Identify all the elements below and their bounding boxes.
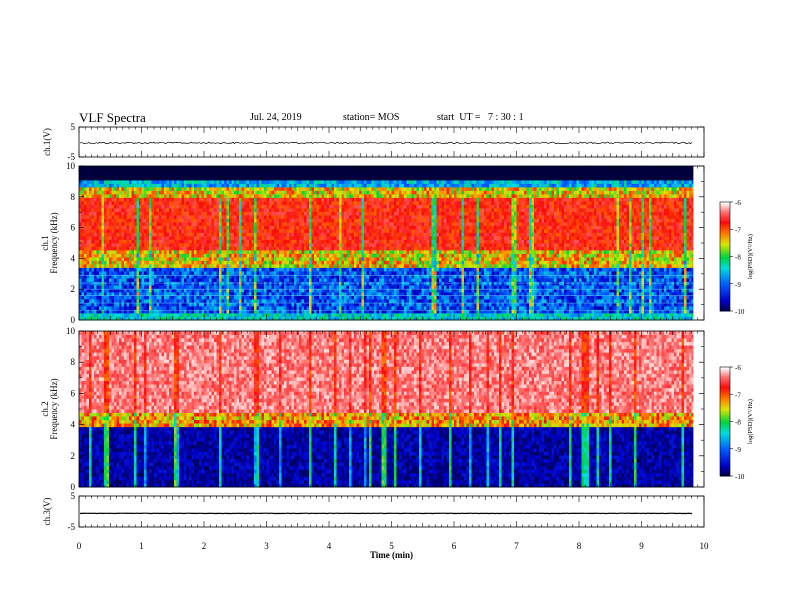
x-axis-label: Time (min) (370, 550, 413, 560)
y-tick-label: 4 (71, 253, 76, 263)
x-tick-label: 10 (700, 541, 710, 551)
station-label: station= MOS (343, 112, 399, 123)
colorbar-tick-label: -10 (735, 473, 745, 481)
y-tick-label: 10 (66, 326, 76, 336)
channel-label: ch.2 (40, 401, 50, 416)
y-axis-label: ch.1(V) (42, 128, 52, 156)
x-tick-label: 1 (139, 541, 144, 551)
channel-label: ch.1 (40, 235, 50, 250)
colorbar-tick-label: -8 (735, 419, 741, 427)
y-tick-label: -5 (68, 522, 76, 532)
y-tick-label: 5 (71, 122, 76, 132)
y-tick-label: 6 (71, 388, 76, 398)
date-label: Jul. 24, 2019 (250, 112, 302, 123)
page-title: VLF Spectra (79, 110, 146, 126)
colorbar-tick-label: -6 (735, 364, 741, 372)
x-tick-label: 2 (202, 541, 207, 551)
x-tick-label: 6 (452, 541, 457, 551)
no-data-region (693, 331, 704, 487)
x-tick-label: 3 (264, 541, 269, 551)
start-time-label: start UT = 7 : 30 : 1 (437, 112, 524, 123)
y-tick-label: 4 (71, 420, 76, 430)
colorbar-label: log(PSD)(V²/Hz) (747, 234, 754, 279)
y-tick-label: 0 (71, 315, 76, 325)
colorbar-tick-label: -9 (735, 446, 741, 454)
colorbar-label: log(PSD)(V²/Hz) (747, 399, 754, 444)
no-data-region (693, 166, 704, 320)
colorbar-tick-label: -10 (735, 308, 745, 316)
x-tick-label: 0 (77, 541, 82, 551)
panel-1 (78, 126, 705, 158)
panel-4 (78, 495, 705, 528)
y-tick-label: 2 (71, 284, 76, 294)
x-tick-label: 8 (577, 541, 582, 551)
y-tick-label: 0 (71, 482, 76, 492)
x-tick-label: 9 (639, 541, 644, 551)
x-tick-label: 4 (327, 541, 332, 551)
y-axis-label: ch.3(V) (42, 498, 52, 526)
panel-3 (78, 330, 733, 488)
colorbar-tick-label: -9 (735, 281, 741, 289)
signal-line (79, 141, 693, 145)
x-tick-label: 5 (389, 541, 394, 551)
y-tick-label: 8 (71, 357, 76, 367)
y-tick-label: 8 (71, 192, 76, 202)
y-tick-label: -5 (68, 152, 76, 162)
y-axis-label: Frequency (kHz) (49, 212, 59, 273)
y-tick-label: 2 (71, 451, 76, 461)
colorbar-tick-label: -6 (735, 199, 741, 207)
colorbar-tick-label: -8 (735, 254, 741, 262)
y-tick-label: 6 (71, 223, 76, 233)
y-tick-label: 10 (66, 161, 76, 171)
y-tick-label: 5 (71, 491, 76, 501)
y-axis-label: Frequency (kHz) (49, 378, 59, 439)
colorbar-tick-label: -7 (735, 391, 741, 399)
x-tick-label: 7 (514, 541, 519, 551)
panel-2 (78, 165, 733, 321)
colorbar-tick-label: -7 (735, 226, 741, 234)
